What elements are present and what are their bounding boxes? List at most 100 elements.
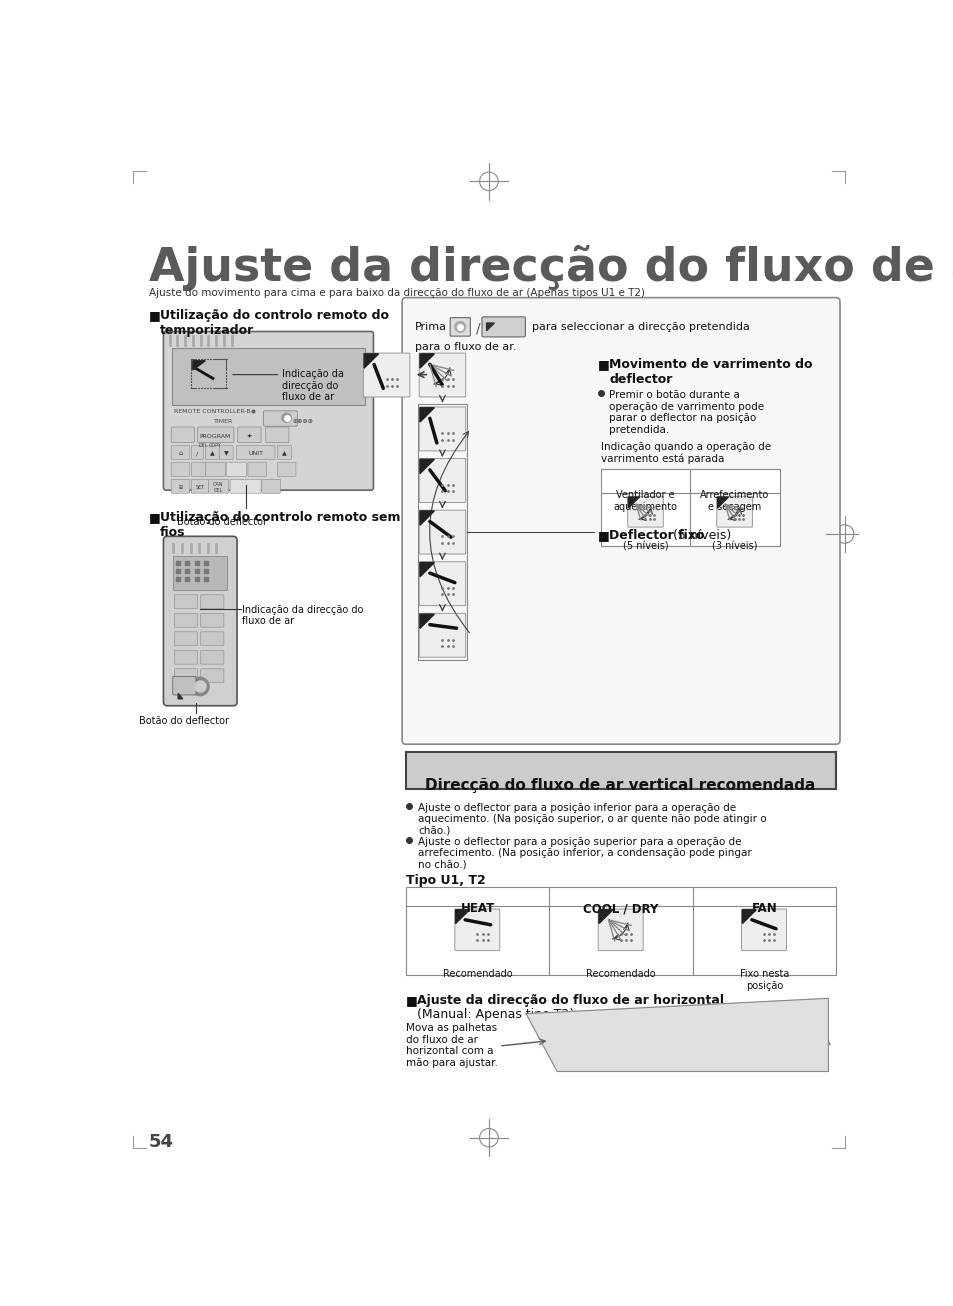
Text: Ventilador e
aquecimento: Ventilador e aquecimento bbox=[613, 490, 677, 512]
Polygon shape bbox=[419, 511, 434, 525]
FancyBboxPatch shape bbox=[174, 650, 197, 665]
FancyBboxPatch shape bbox=[627, 496, 662, 528]
Circle shape bbox=[455, 321, 465, 332]
Text: Botão do deflector: Botão do deflector bbox=[139, 716, 229, 726]
Text: ✦: ✦ bbox=[247, 434, 252, 439]
FancyBboxPatch shape bbox=[598, 909, 642, 951]
Text: ■: ■ bbox=[149, 511, 165, 524]
Text: para o fluxo de ar.: para o fluxo de ar. bbox=[415, 342, 517, 351]
Bar bbox=[417, 404, 467, 661]
Text: ▲: ▲ bbox=[210, 452, 214, 456]
FancyBboxPatch shape bbox=[174, 614, 197, 627]
FancyBboxPatch shape bbox=[208, 479, 229, 494]
FancyBboxPatch shape bbox=[277, 445, 291, 460]
Text: 54: 54 bbox=[149, 1134, 173, 1151]
Text: /: / bbox=[476, 321, 480, 336]
FancyBboxPatch shape bbox=[200, 614, 224, 627]
Text: Indicação da direcção do
fluxo de ar: Indicação da direcção do fluxo de ar bbox=[242, 605, 363, 627]
Text: Arrefecimento
e secagem: Arrefecimento e secagem bbox=[700, 490, 768, 512]
Text: HEAT: HEAT bbox=[460, 902, 495, 916]
FancyBboxPatch shape bbox=[450, 317, 470, 336]
FancyBboxPatch shape bbox=[248, 462, 266, 477]
Text: ⊕⊕⊕⊕: ⊕⊕⊕⊕ bbox=[292, 418, 313, 423]
Text: FAN: FAN bbox=[751, 902, 777, 916]
FancyBboxPatch shape bbox=[237, 427, 261, 443]
Text: Utilização do controlo remoto do
temporizador: Utilização do controlo remoto do tempori… bbox=[159, 310, 388, 337]
FancyBboxPatch shape bbox=[171, 479, 190, 494]
Bar bbox=[172, 347, 365, 405]
Text: Ajuste o deflector para a posição superior para a operação de
arrefecimento. (Na: Ajuste o deflector para a posição superi… bbox=[418, 837, 751, 870]
FancyBboxPatch shape bbox=[163, 332, 373, 490]
FancyBboxPatch shape bbox=[163, 537, 236, 705]
FancyBboxPatch shape bbox=[174, 632, 197, 645]
Circle shape bbox=[282, 413, 291, 422]
Text: Recomendado: Recomendado bbox=[586, 969, 655, 980]
Text: Tipo U1, T2: Tipo U1, T2 bbox=[406, 874, 485, 887]
Text: (5 níveis): (5 níveis) bbox=[669, 529, 731, 542]
FancyBboxPatch shape bbox=[192, 479, 208, 494]
Bar bbox=[600, 469, 779, 546]
Polygon shape bbox=[193, 360, 205, 370]
Text: CAN
CEL: CAN CEL bbox=[213, 482, 223, 494]
Text: /: / bbox=[196, 452, 198, 456]
Text: Movimento de varrimento do
deflector: Movimento de varrimento do deflector bbox=[608, 358, 812, 385]
Polygon shape bbox=[419, 354, 434, 368]
Polygon shape bbox=[456, 910, 469, 923]
Polygon shape bbox=[598, 910, 612, 923]
FancyBboxPatch shape bbox=[200, 632, 224, 645]
Polygon shape bbox=[364, 354, 378, 368]
Polygon shape bbox=[419, 407, 434, 422]
Bar bbox=[173, 555, 227, 590]
Text: Ajuste da direcção do fluxo de ar horizontal: Ajuste da direcção do fluxo de ar horizo… bbox=[416, 994, 723, 1007]
Text: ⌂: ⌂ bbox=[178, 452, 182, 456]
Bar bbox=[406, 887, 835, 976]
Text: (3 níveis): (3 níveis) bbox=[711, 542, 757, 551]
Text: ▲: ▲ bbox=[282, 452, 287, 456]
Text: COOL / DRY: COOL / DRY bbox=[583, 902, 659, 916]
FancyBboxPatch shape bbox=[174, 669, 197, 683]
FancyBboxPatch shape bbox=[418, 407, 465, 451]
Polygon shape bbox=[525, 998, 827, 1071]
FancyBboxPatch shape bbox=[266, 427, 289, 443]
FancyBboxPatch shape bbox=[418, 353, 465, 397]
Bar bbox=[406, 752, 835, 789]
Text: SET: SET bbox=[195, 486, 204, 490]
FancyBboxPatch shape bbox=[200, 669, 224, 683]
Text: ■: ■ bbox=[149, 310, 165, 323]
Text: DEL: DEL bbox=[198, 443, 208, 448]
FancyBboxPatch shape bbox=[230, 479, 261, 494]
FancyBboxPatch shape bbox=[261, 479, 280, 494]
Polygon shape bbox=[717, 498, 728, 508]
Text: (Manual: Apenas tipo T2): (Manual: Apenas tipo T2) bbox=[416, 1007, 574, 1020]
FancyBboxPatch shape bbox=[172, 677, 195, 695]
Text: ■: ■ bbox=[598, 529, 614, 542]
FancyBboxPatch shape bbox=[418, 614, 465, 657]
FancyBboxPatch shape bbox=[192, 445, 204, 460]
Text: REMOTE CONTROLLER-B: REMOTE CONTROLLER-B bbox=[174, 409, 251, 414]
Text: Ajuste da direcção do fluxo de ar: Ajuste da direcção do fluxo de ar bbox=[149, 246, 953, 291]
Text: Indicação quando a operação de
varrimento está parada: Indicação quando a operação de varriment… bbox=[600, 441, 771, 464]
FancyBboxPatch shape bbox=[418, 458, 465, 503]
FancyBboxPatch shape bbox=[200, 650, 224, 665]
Polygon shape bbox=[419, 563, 434, 577]
FancyBboxPatch shape bbox=[277, 462, 295, 477]
FancyBboxPatch shape bbox=[716, 496, 752, 528]
FancyBboxPatch shape bbox=[226, 462, 246, 477]
FancyBboxPatch shape bbox=[418, 511, 465, 554]
FancyBboxPatch shape bbox=[171, 462, 190, 477]
Polygon shape bbox=[741, 910, 756, 923]
Text: Ajuste do movimento para cima e para baixo da direcção do fluxo de ar (Apenas ti: Ajuste do movimento para cima e para bai… bbox=[149, 287, 644, 298]
Text: UNIT: UNIT bbox=[248, 452, 263, 456]
FancyBboxPatch shape bbox=[236, 445, 274, 460]
FancyBboxPatch shape bbox=[740, 909, 785, 951]
Text: Botão do deflector: Botão do deflector bbox=[177, 517, 267, 528]
Text: Mova as palhetas
do fluxo de ar
horizontal com a
mão para ajustar.: Mova as palhetas do fluxo de ar horizont… bbox=[406, 1023, 497, 1068]
FancyBboxPatch shape bbox=[171, 445, 190, 460]
FancyBboxPatch shape bbox=[205, 462, 225, 477]
Text: Direcção do fluxo de ar vertical recomendada: Direcção do fluxo de ar vertical recomen… bbox=[425, 778, 815, 793]
Text: Utilização do controlo remoto sem
fios: Utilização do controlo remoto sem fios bbox=[159, 511, 399, 539]
Polygon shape bbox=[419, 614, 434, 628]
FancyBboxPatch shape bbox=[455, 909, 499, 951]
Text: Deflector fixo: Deflector fixo bbox=[608, 529, 703, 542]
FancyBboxPatch shape bbox=[263, 411, 297, 426]
